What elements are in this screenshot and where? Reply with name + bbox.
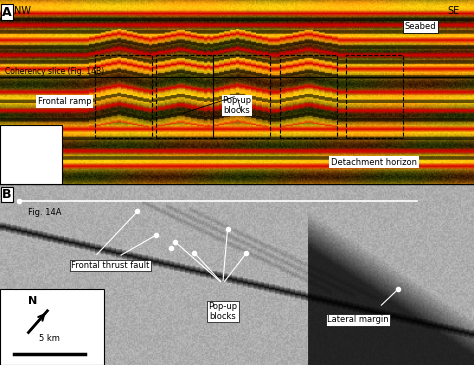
Text: 1 km: 1 km [24, 177, 42, 183]
Bar [0, 289, 104, 365]
Text: Pop-up
blocks: Pop-up blocks [208, 302, 237, 321]
Text: NW: NW [14, 5, 31, 16]
Text: Frontal ramp: Frontal ramp [38, 97, 91, 106]
Text: Pop-up
blocks: Pop-up blocks [222, 96, 252, 115]
Text: B: B [2, 188, 12, 201]
Bar [213, 55, 270, 138]
Bar [280, 55, 337, 138]
Text: Frontal thrust fault: Frontal thrust fault [71, 261, 149, 270]
Text: Detachment horizon: Detachment horizon [331, 158, 417, 167]
Text: N: N [28, 296, 38, 306]
Text: Seabed: Seabed [404, 22, 436, 31]
Bar [0, 125, 62, 184]
Text: A: A [2, 5, 12, 19]
Bar [95, 55, 152, 138]
Text: Fig. 14A: Fig. 14A [28, 208, 62, 217]
Bar [346, 55, 403, 138]
Text: SE: SE [447, 5, 460, 16]
Text: 5 km: 5 km [39, 334, 60, 343]
Text: Coherency slice (Fig. 14B): Coherency slice (Fig. 14B) [5, 66, 104, 76]
Text: 250 ms
  TWT: 250 ms TWT [19, 143, 30, 166]
Text: Lateral margin: Lateral margin [327, 315, 389, 324]
Bar [156, 55, 213, 138]
